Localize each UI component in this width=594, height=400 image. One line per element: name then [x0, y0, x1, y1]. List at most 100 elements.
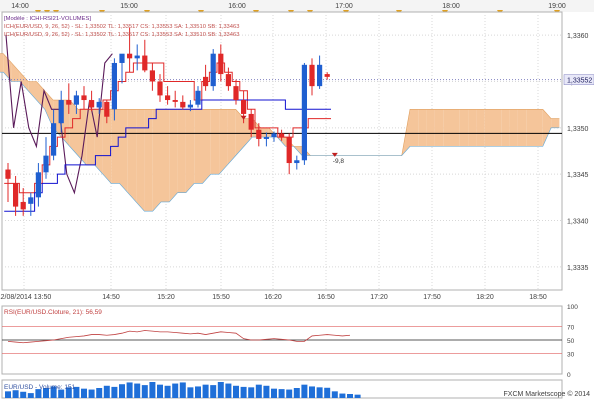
- ichimoku-cloud-segment: [235, 109, 244, 156]
- ichimoku-cloud-segment: [161, 109, 170, 202]
- volume-bar: [217, 382, 224, 398]
- candle-body: [81, 95, 87, 101]
- candle-body: [111, 62, 117, 110]
- candle-body: [256, 129, 262, 139]
- top-time-label: 15:00: [120, 3, 138, 10]
- candle-body: [104, 101, 110, 117]
- ichimoku-cloud-segment: [434, 109, 444, 147]
- volume-bar: [347, 394, 353, 398]
- ichimoku-cloud-segment: [169, 109, 178, 202]
- ichimoku-cloud-segment: [144, 109, 153, 212]
- candle-body: [233, 86, 239, 101]
- ichimoku-cloud-segment: [509, 109, 518, 147]
- volume-bar: [309, 386, 315, 398]
- candle-body: [248, 113, 254, 130]
- candle-body: [13, 183, 19, 207]
- volume-bar: [354, 394, 361, 398]
- ichimoku-cloud-segment: [459, 109, 469, 147]
- volume-bar: [12, 390, 19, 398]
- price-panel: 1,33601,33551,33501,33451,33401,333512/0…: [0, 11, 594, 301]
- ichimoku-cloud-segment: [78, 109, 87, 165]
- kijun-sen-line: [4, 99, 331, 212]
- candle-body: [324, 74, 330, 77]
- candle-body: [96, 101, 102, 108]
- candle-body: [73, 95, 79, 105]
- ichimoku-cloud-segment: [152, 109, 161, 212]
- x-axis-label: 14:50: [102, 294, 120, 301]
- volume-bar: [195, 386, 201, 398]
- legend-line: ICH(EUR/USD, 9, 26, 52) - SL: 1,33502 TL…: [4, 24, 239, 30]
- ichimoku-cloud-segment: [426, 109, 435, 147]
- volume-bar: [58, 389, 65, 398]
- candle-body: [28, 197, 34, 204]
- volume-bar: [119, 384, 125, 398]
- ichimoku-cloud-segment: [551, 118, 560, 128]
- ichimoku-cloud-segment: [185, 109, 195, 193]
- ichimoku-cloud-segment: [542, 109, 552, 147]
- volume-bar: [65, 387, 72, 398]
- volume-bar: [187, 387, 194, 398]
- top-time-label: 14:00: [11, 3, 29, 10]
- volume-bar: [271, 388, 277, 398]
- volume-bar: [331, 391, 338, 398]
- candle-body: [317, 64, 323, 87]
- volume-bar: [202, 384, 209, 398]
- candle-body: [218, 53, 224, 75]
- volume-bar: [179, 382, 186, 398]
- volume-bar: [210, 385, 217, 398]
- volume-bar: [172, 383, 179, 398]
- volume-bar: [255, 384, 262, 398]
- volume-bar: [27, 393, 34, 398]
- candle-body: [165, 95, 171, 101]
- candle-body: [5, 169, 11, 179]
- ichimoku-cloud-segment: [260, 127, 269, 138]
- price-tick-label: 1,3345: [567, 172, 589, 179]
- ichimoku-cloud-segment: [517, 109, 527, 147]
- ichimoku-cloud-segment: [127, 109, 137, 202]
- price-tick-label: 1,3350: [567, 126, 589, 133]
- candle-body: [241, 100, 247, 114]
- ichimoku-cloud-segment: [44, 90, 54, 128]
- rsi-tick-label: 100: [567, 304, 578, 311]
- ichimoku-cloud-segment: [219, 109, 228, 175]
- volume-bar: [293, 388, 300, 398]
- candle-body: [286, 137, 292, 164]
- volume-label: EUR/USD - Volume: 151: [4, 384, 76, 391]
- x-axis-label: 15:20: [157, 294, 175, 301]
- volume-bar: [149, 382, 156, 398]
- candle-body: [180, 101, 186, 108]
- ichimoku-cloud-segment: [443, 109, 452, 147]
- top-time-axis: 14:00 15:00 16:00 17:00 18:00 19:00: [0, 0, 594, 15]
- ichimoku-cloud-segment: [534, 109, 543, 147]
- ichimoku-cloud-segment: [451, 109, 460, 147]
- volume-bar: [5, 391, 11, 398]
- legend-line: [Modèle : ICHI-RSI21-VOLUMES]: [4, 16, 91, 22]
- candle-body: [127, 53, 133, 59]
- ichimoku-cloud-segment: [86, 109, 95, 165]
- candle-body: [210, 53, 216, 87]
- marker-label: -9,8: [333, 158, 345, 165]
- sell-marker-icon: [331, 152, 338, 157]
- candle-body: [294, 160, 300, 164]
- candle-body: [203, 76, 209, 87]
- volume-bar: [20, 391, 27, 398]
- x-axis-label: 17:20: [370, 294, 388, 301]
- ichimoku-cloud-segment: [94, 109, 103, 175]
- candle-body: [157, 81, 163, 96]
- top-time-label: 19:00: [548, 3, 566, 10]
- volume-bar: [126, 382, 133, 398]
- candle-body: [172, 100, 178, 102]
- ichimoku-cloud-segment: [484, 109, 493, 147]
- volume-bar: [301, 384, 308, 398]
- top-time-label: 17:00: [335, 3, 353, 10]
- candle-body: [271, 133, 277, 138]
- volume-bar: [88, 389, 95, 398]
- sell-marker-icon: [240, 115, 247, 120]
- current-price-label: 1,33552: [567, 78, 592, 85]
- candle-body: [58, 100, 64, 124]
- candle-body: [279, 133, 285, 138]
- volume-bar: [111, 386, 118, 398]
- rsi-tick-label: 70: [567, 324, 575, 331]
- volume-bar: [35, 389, 42, 398]
